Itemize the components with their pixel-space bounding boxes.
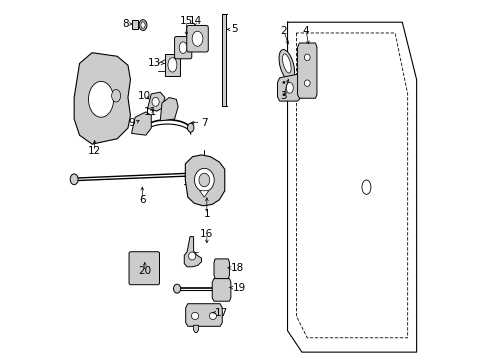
Polygon shape: [184, 237, 201, 267]
Polygon shape: [214, 259, 229, 279]
Ellipse shape: [141, 123, 147, 132]
Text: 2: 2: [280, 26, 286, 36]
Ellipse shape: [173, 284, 180, 293]
FancyBboxPatch shape: [174, 37, 191, 59]
Text: 1: 1: [203, 209, 210, 219]
Ellipse shape: [192, 31, 203, 46]
Ellipse shape: [304, 54, 309, 60]
Text: 17: 17: [215, 308, 228, 318]
Ellipse shape: [141, 22, 145, 28]
Text: 11: 11: [143, 107, 157, 117]
Polygon shape: [185, 304, 222, 326]
Ellipse shape: [188, 252, 195, 260]
Text: 12: 12: [88, 146, 101, 156]
Polygon shape: [147, 92, 164, 111]
Polygon shape: [185, 155, 224, 206]
Text: 16: 16: [200, 229, 213, 239]
Text: 10: 10: [138, 91, 151, 101]
Ellipse shape: [152, 97, 159, 106]
Ellipse shape: [139, 20, 147, 31]
Polygon shape: [193, 325, 198, 332]
Ellipse shape: [167, 58, 177, 72]
Text: 18: 18: [230, 263, 244, 273]
Ellipse shape: [279, 50, 294, 81]
Ellipse shape: [111, 89, 121, 102]
Ellipse shape: [282, 81, 285, 84]
Ellipse shape: [88, 81, 113, 117]
Text: 3: 3: [280, 91, 286, 101]
Polygon shape: [297, 43, 316, 98]
Ellipse shape: [282, 94, 285, 96]
Ellipse shape: [199, 173, 209, 187]
Text: 9: 9: [128, 118, 135, 128]
Ellipse shape: [282, 54, 290, 73]
Ellipse shape: [194, 168, 214, 192]
Text: 15: 15: [180, 17, 193, 27]
Polygon shape: [212, 279, 230, 301]
Polygon shape: [160, 98, 178, 121]
Text: 14: 14: [188, 17, 201, 27]
Ellipse shape: [209, 312, 216, 319]
Ellipse shape: [187, 123, 194, 132]
Bar: [164, 54, 180, 76]
Ellipse shape: [285, 82, 293, 93]
Ellipse shape: [70, 174, 78, 185]
Text: 19: 19: [233, 283, 246, 293]
Text: 13: 13: [148, 58, 161, 68]
Polygon shape: [74, 53, 130, 144]
Ellipse shape: [304, 80, 309, 86]
Bar: [131, 21, 138, 30]
Polygon shape: [277, 74, 301, 101]
Text: 4: 4: [302, 26, 309, 36]
FancyBboxPatch shape: [186, 26, 208, 52]
Polygon shape: [199, 191, 208, 197]
Text: 5: 5: [230, 24, 237, 35]
Polygon shape: [131, 112, 151, 135]
Bar: [222, 14, 225, 106]
Ellipse shape: [179, 42, 187, 53]
Text: 8: 8: [122, 19, 129, 29]
FancyBboxPatch shape: [129, 252, 159, 285]
Text: 7: 7: [201, 118, 207, 128]
Ellipse shape: [191, 312, 198, 319]
Text: 6: 6: [139, 195, 145, 205]
Text: 20: 20: [138, 266, 151, 276]
